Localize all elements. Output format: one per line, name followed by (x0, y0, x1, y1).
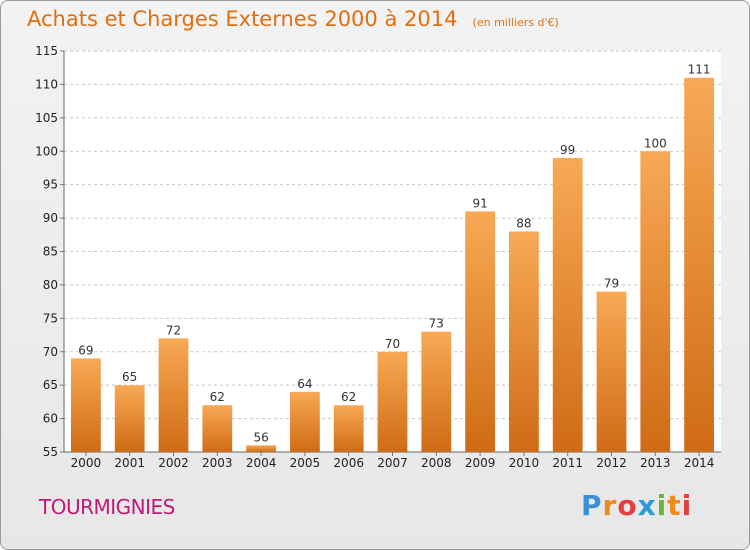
x-tick-label: 2009 (465, 456, 496, 470)
y-tick-label: 70 (43, 345, 58, 359)
y-tick-label: 85 (43, 245, 58, 259)
data-label: 88 (516, 216, 531, 230)
data-label: 99 (560, 143, 575, 157)
logo-letter: o (617, 489, 638, 522)
x-tick-label: 2013 (640, 456, 671, 470)
data-label: 111 (688, 63, 711, 77)
data-label: 79 (604, 277, 619, 291)
commune-name: TOURMIGNIES (39, 495, 175, 519)
data-label: 100 (644, 136, 667, 150)
logo-letter: i (656, 489, 668, 522)
x-tick-label: 2003 (202, 456, 233, 470)
data-label: 62 (341, 390, 356, 404)
x-tick-label: 2000 (71, 456, 102, 470)
logo-letter: x (637, 489, 657, 522)
bar (71, 358, 101, 452)
y-tick-label: 75 (43, 311, 58, 325)
x-tick-label: 2005 (290, 456, 321, 470)
bar (246, 445, 276, 452)
x-tick-label: 2001 (114, 456, 145, 470)
y-tick-label: 110 (35, 77, 58, 91)
data-label: 56 (253, 430, 268, 444)
x-tick-label: 2010 (509, 456, 540, 470)
data-label: 64 (297, 377, 312, 391)
chart-title: Achats et Charges Externes 2000 à 2014 (27, 7, 458, 31)
logo-letter: P (581, 489, 603, 522)
bar (158, 338, 189, 452)
bar (509, 231, 539, 452)
bar (202, 405, 233, 452)
y-tick-label: 55 (43, 445, 58, 459)
bar (684, 77, 714, 452)
y-tick-label: 90 (43, 211, 58, 225)
bar (290, 391, 320, 452)
bar (596, 291, 627, 452)
bar (114, 385, 145, 452)
bar (377, 351, 408, 452)
title-row: Achats et Charges Externes 2000 à 2014 (… (27, 7, 559, 31)
y-tick-label: 115 (35, 44, 58, 58)
bar (640, 151, 671, 452)
bar (552, 157, 583, 452)
logo-letter: r (602, 489, 618, 522)
data-label: 70 (385, 337, 400, 351)
data-label: 73 (429, 317, 444, 331)
bar (421, 331, 452, 452)
data-label: 62 (210, 390, 225, 404)
y-tick-label: 100 (35, 144, 58, 158)
chart-subtitle: (en milliers d'€) (472, 16, 559, 29)
x-tick-label: 2006 (333, 456, 364, 470)
x-tick-label: 2014 (684, 456, 715, 470)
y-tick-label: 80 (43, 278, 58, 292)
x-tick-label: 2008 (421, 456, 452, 470)
data-label: 65 (122, 370, 137, 384)
x-tick-label: 2012 (596, 456, 627, 470)
data-label: 72 (166, 323, 181, 337)
x-tick-label: 2011 (552, 456, 583, 470)
y-tick-label: 60 (43, 412, 58, 426)
bar (465, 211, 495, 452)
data-label: 91 (472, 196, 487, 210)
data-label: 69 (78, 343, 93, 357)
x-tick-label: 2002 (158, 456, 189, 470)
y-tick-label: 95 (43, 178, 58, 192)
y-tick-label: 105 (35, 111, 58, 125)
bar (333, 405, 364, 452)
y-tick-label: 65 (43, 378, 58, 392)
logo-letter: t (667, 489, 682, 522)
logo-letter: i (681, 489, 693, 522)
x-tick-label: 2007 (377, 456, 408, 470)
x-tick-label: 2004 (246, 456, 277, 470)
proxiti-logo: Proxiti (581, 489, 692, 522)
